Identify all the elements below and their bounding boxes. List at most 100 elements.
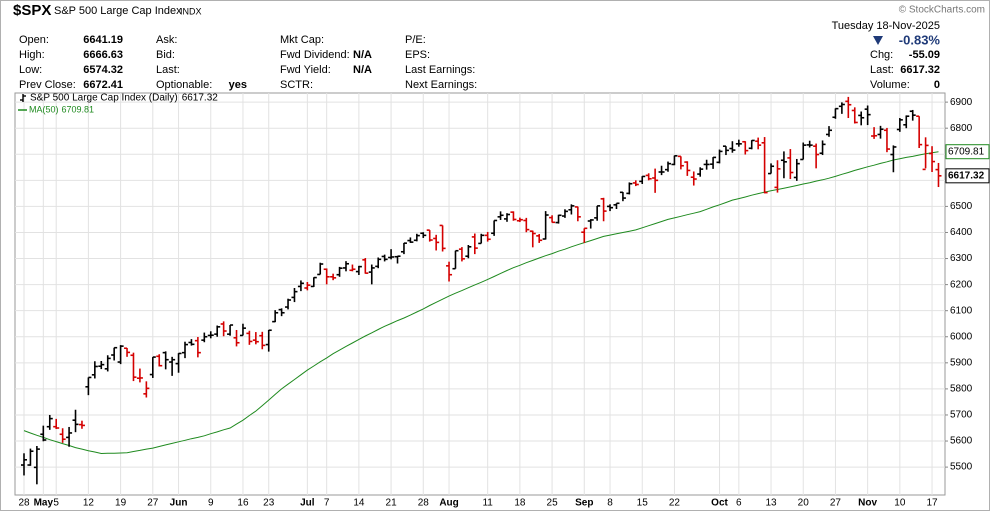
- ohlc-bar: [291, 288, 298, 303]
- field-label: P/E:: [405, 34, 426, 46]
- ohlc-bar: [497, 211, 504, 220]
- x-tick-label: 11: [482, 498, 493, 509]
- ohlc-bar: [413, 233, 420, 242]
- y-tick-label: 5500: [950, 462, 973, 473]
- field-value: yes: [229, 79, 247, 91]
- ohlc-bar: [285, 298, 292, 310]
- ma-line: [23, 151, 939, 455]
- ohlc-bar: [85, 376, 92, 396]
- x-tick-label: Sep: [575, 498, 593, 509]
- field-label: Bid:: [156, 49, 175, 61]
- x-tick-label: May: [34, 498, 54, 509]
- ohlc-bar: [645, 173, 652, 181]
- ohlc-bar: [658, 165, 665, 176]
- ohlc-bar: [780, 151, 787, 179]
- ohlc-bar: [735, 139, 742, 147]
- x-tick-label: 10: [894, 498, 906, 509]
- ohlc-bar: [297, 280, 304, 292]
- stat-value: -55.09: [909, 49, 940, 61]
- stat-label: Chg:: [870, 49, 893, 61]
- ohlc-bar: [278, 308, 285, 317]
- field-label: Fwd Yield:: [280, 64, 331, 76]
- ohlc-bar: [426, 229, 433, 242]
- ohlc-bar: [787, 149, 794, 180]
- ohlc-bar: [143, 381, 150, 398]
- ohlc-bar: [104, 355, 111, 372]
- ohlc-bar: [536, 234, 543, 243]
- ohlc-bar: [594, 205, 601, 221]
- ohlc-bar: [774, 160, 781, 193]
- y-tick-label: 6500: [950, 201, 973, 212]
- x-tick-label: Oct: [711, 498, 728, 509]
- index-name: S&P 500 Large Cap Index: [54, 5, 182, 17]
- field-value: N/A: [353, 49, 372, 61]
- ohlc-bar: [742, 140, 749, 155]
- ohlc-bar: [574, 206, 581, 222]
- ohlc-bar: [214, 325, 221, 337]
- x-tick-label: 22: [669, 498, 681, 509]
- ohlc-bar: [877, 125, 884, 139]
- field-label: SCTR:: [280, 79, 313, 91]
- ohlc-bar: [555, 214, 562, 224]
- ohlc-bar: [130, 352, 137, 382]
- ohlc-bar: [568, 204, 575, 215]
- field-label: High:: [19, 49, 45, 61]
- x-tick-label: 9: [208, 498, 214, 509]
- ohlc-bar: [883, 127, 890, 153]
- ohlc-bar: [111, 346, 118, 361]
- ohlc-bar: [819, 140, 826, 156]
- ohlc-bar: [632, 180, 639, 187]
- ohlc-bar: [491, 219, 498, 236]
- ohlc-bar: [761, 137, 768, 194]
- ohlc-bar: [832, 107, 839, 119]
- y-tick-label: 6900: [950, 97, 973, 108]
- ohlc-bar: [53, 418, 60, 430]
- field-label: Open:: [19, 34, 49, 46]
- ohlc-bar: [323, 268, 330, 285]
- ohlc-bar: [871, 127, 878, 139]
- ohlc-bar: [929, 146, 936, 172]
- y-tick-label: 6000: [950, 331, 973, 342]
- field-label: Mkt Cap:: [280, 34, 324, 46]
- symbol: $SPX: [13, 2, 51, 19]
- change-pct: -0.83%: [899, 32, 941, 47]
- x-tick-label: Aug: [439, 498, 458, 509]
- x-tick-label: 18: [514, 498, 526, 509]
- ohlc-bar: [194, 337, 201, 358]
- ohlc-bar: [207, 331, 214, 339]
- ohlc-bar: [471, 233, 478, 255]
- ohlc-bar: [922, 137, 929, 171]
- ohlc-bar: [439, 224, 446, 252]
- ohlc-bar: [72, 409, 79, 433]
- field-label: Last:: [156, 64, 180, 76]
- y-tick-label: 6300: [950, 253, 973, 264]
- ohlc-bar: [330, 273, 337, 281]
- ohlc-bar: [845, 96, 852, 119]
- ohlc-bar: [806, 140, 813, 148]
- field-label: Next Earnings:: [405, 79, 477, 91]
- ohlc-bar: [259, 331, 266, 350]
- ohlc-bar: [890, 145, 897, 173]
- ohlc-bar: [478, 233, 485, 245]
- ohlc-bar: [239, 323, 246, 337]
- down-arrow: [873, 36, 883, 45]
- y-tick-label: 5600: [950, 436, 973, 447]
- x-tick-label: 13: [765, 498, 777, 509]
- x-tick-label: 25: [547, 498, 559, 509]
- legend-label: MA(50): [29, 104, 59, 114]
- ohlc-bar: [600, 197, 607, 222]
- ohlc-bar: [117, 345, 124, 365]
- field-label: Prev Close:: [19, 79, 76, 91]
- ohlc-bar: [504, 213, 510, 222]
- ohlc-bar: [665, 161, 671, 172]
- ohlc-bar: [66, 426, 73, 447]
- ohlc-bar: [607, 204, 614, 212]
- field-value: 6672.41: [83, 79, 123, 91]
- ohlc-bar: [78, 420, 85, 429]
- field-label: Ask:: [156, 34, 177, 46]
- ohlc-bar: [935, 162, 942, 188]
- price-box: [945, 144, 990, 160]
- ohlc-bar: [838, 102, 845, 114]
- ohlc-bar: [542, 211, 549, 240]
